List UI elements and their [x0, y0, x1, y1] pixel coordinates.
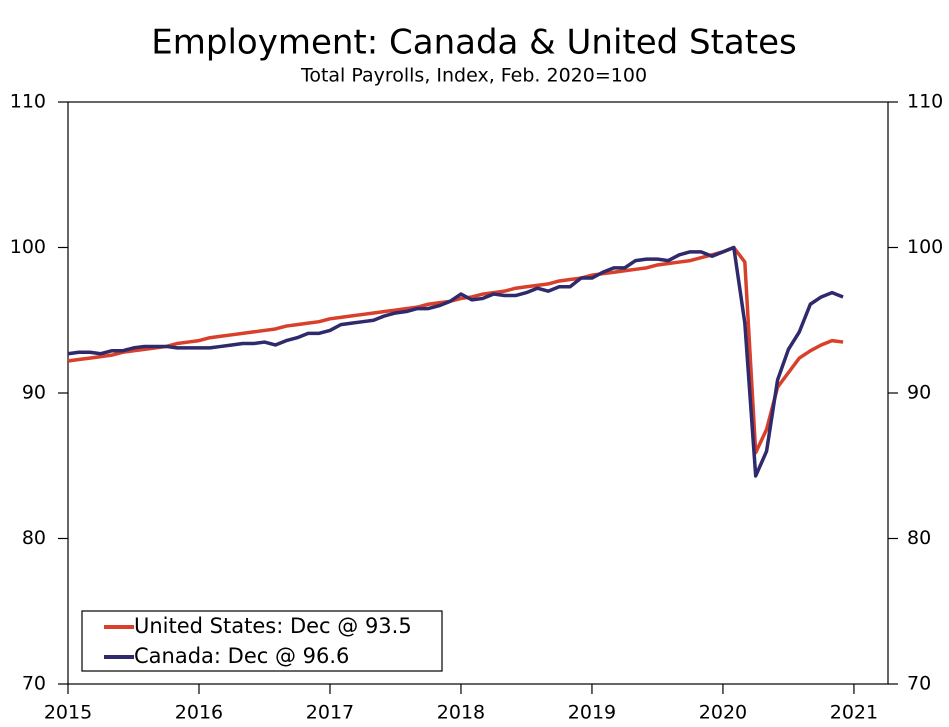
- x-tick-label: 2015: [44, 702, 92, 724]
- chart-title: Employment: Canada & United States: [151, 23, 796, 63]
- y2-tick-label: 110: [907, 91, 943, 113]
- y2-tick-label: 70: [907, 673, 931, 695]
- plot-frame: [67, 101, 889, 685]
- x-tick-label: 2019: [568, 702, 616, 724]
- chart-subtitle: Total Payrolls, Index, Feb. 2020=100: [300, 65, 647, 87]
- x-tick-label: 2021: [830, 702, 878, 724]
- legend-label: Canada: Dec @ 96.6: [134, 644, 349, 668]
- x-tick-label: 2016: [175, 702, 223, 724]
- x-tick-label: 2018: [437, 702, 485, 724]
- y-tick-label: 100: [10, 236, 46, 258]
- y2-tick-label: 90: [907, 382, 931, 404]
- x-tick-label: 2020: [699, 702, 747, 724]
- x-tick-label: 2017: [306, 702, 354, 724]
- y-tick-label: 80: [22, 527, 46, 549]
- series-line: [67, 245, 844, 478]
- y-tick-label: 110: [10, 91, 46, 113]
- legend-box: [81, 610, 443, 672]
- y2-tick-label: 100: [907, 236, 943, 258]
- legend-label: United States: Dec @ 93.5: [134, 614, 412, 638]
- y2-tick-label: 80: [907, 527, 931, 549]
- y-tick-label: 70: [22, 673, 46, 695]
- series-line: [67, 245, 844, 455]
- y-tick-label: 90: [22, 382, 46, 404]
